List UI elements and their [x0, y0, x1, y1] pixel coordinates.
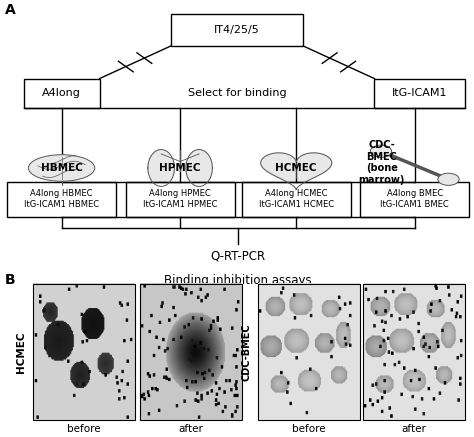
- Text: A: A: [5, 3, 16, 17]
- FancyBboxPatch shape: [24, 79, 100, 108]
- Polygon shape: [186, 149, 212, 187]
- Ellipse shape: [28, 155, 95, 181]
- Text: CDC-
BMEC
(bone
marrow): CDC- BMEC (bone marrow): [358, 140, 405, 185]
- Text: ItG-ICAM1: ItG-ICAM1: [392, 88, 447, 98]
- Text: B: B: [5, 273, 15, 287]
- FancyBboxPatch shape: [374, 79, 465, 108]
- Circle shape: [370, 145, 392, 157]
- Text: after: after: [401, 424, 426, 434]
- Circle shape: [438, 173, 459, 185]
- FancyBboxPatch shape: [7, 181, 116, 217]
- Text: Q-RT-PCR: Q-RT-PCR: [210, 249, 266, 262]
- Text: before: before: [292, 424, 326, 434]
- Text: A4long: A4long: [42, 88, 81, 98]
- Text: A4long HBMEC
ItG-ICAM1 HBMEC: A4long HBMEC ItG-ICAM1 HBMEC: [24, 190, 99, 209]
- Text: Binding inhibition assays: Binding inhibition assays: [164, 274, 312, 287]
- Text: A4long HPMEC
ItG-ICAM1 HPMEC: A4long HPMEC ItG-ICAM1 HPMEC: [143, 190, 217, 209]
- Text: after: after: [178, 424, 203, 434]
- Text: IT4/25/5: IT4/25/5: [214, 25, 260, 35]
- Text: Select for binding: Select for binding: [188, 88, 286, 98]
- FancyBboxPatch shape: [171, 14, 303, 46]
- Text: HCMEC: HCMEC: [16, 332, 27, 373]
- Text: A4long BMEC
ItG-ICAM1 BMEC: A4long BMEC ItG-ICAM1 BMEC: [380, 190, 449, 209]
- Text: HBMEC: HBMEC: [41, 163, 82, 173]
- Text: HCMEC: HCMEC: [275, 163, 317, 173]
- FancyBboxPatch shape: [360, 181, 469, 217]
- Text: before: before: [67, 424, 101, 434]
- Polygon shape: [261, 153, 332, 190]
- Text: A4long HCMEC
ItG-ICAM1 HCMEC: A4long HCMEC ItG-ICAM1 HCMEC: [259, 190, 334, 209]
- Polygon shape: [148, 149, 174, 187]
- FancyBboxPatch shape: [242, 181, 351, 217]
- Text: CDC-BMEC: CDC-BMEC: [241, 323, 252, 381]
- Text: HPMEC: HPMEC: [159, 163, 201, 173]
- FancyBboxPatch shape: [126, 181, 235, 217]
